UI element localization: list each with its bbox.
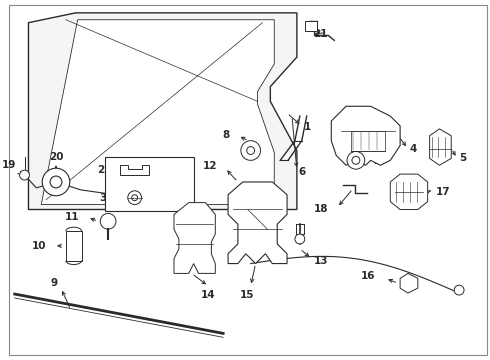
Text: 15: 15 (240, 290, 254, 300)
Text: 7: 7 (372, 156, 380, 166)
Circle shape (50, 176, 62, 188)
Polygon shape (41, 20, 274, 204)
Circle shape (295, 234, 305, 244)
Polygon shape (28, 13, 297, 210)
Text: 1: 1 (304, 122, 311, 132)
Circle shape (247, 147, 255, 154)
Text: 11: 11 (65, 212, 79, 222)
Bar (105, 157, 194, 211)
Text: 19: 19 (2, 160, 17, 170)
Circle shape (128, 191, 142, 204)
Circle shape (352, 156, 360, 164)
Text: 8: 8 (223, 130, 230, 140)
Bar (66, 231, 81, 261)
Text: 6: 6 (299, 167, 306, 177)
Text: 20: 20 (49, 152, 63, 162)
Text: 21: 21 (314, 30, 328, 40)
Circle shape (347, 152, 365, 169)
Polygon shape (400, 273, 418, 293)
Polygon shape (174, 203, 215, 273)
Text: 3: 3 (99, 193, 106, 203)
Circle shape (241, 141, 261, 160)
Polygon shape (228, 182, 287, 264)
Text: 13: 13 (314, 256, 328, 266)
Bar (305, 21, 317, 31)
Text: 10: 10 (32, 241, 46, 251)
Polygon shape (391, 174, 428, 210)
Polygon shape (331, 106, 400, 165)
Text: 2: 2 (97, 165, 104, 175)
Text: 14: 14 (201, 290, 216, 300)
Circle shape (42, 168, 70, 196)
Text: 12: 12 (203, 161, 217, 171)
Polygon shape (430, 129, 451, 165)
Circle shape (20, 170, 29, 180)
Circle shape (100, 213, 116, 229)
Text: 16: 16 (361, 271, 375, 282)
Circle shape (132, 195, 138, 201)
Text: 9: 9 (50, 278, 58, 288)
Polygon shape (120, 165, 149, 175)
Text: 4: 4 (410, 144, 417, 153)
Text: 18: 18 (314, 204, 328, 215)
Text: 17: 17 (436, 187, 450, 197)
Circle shape (454, 285, 464, 295)
Text: 5: 5 (459, 153, 466, 163)
